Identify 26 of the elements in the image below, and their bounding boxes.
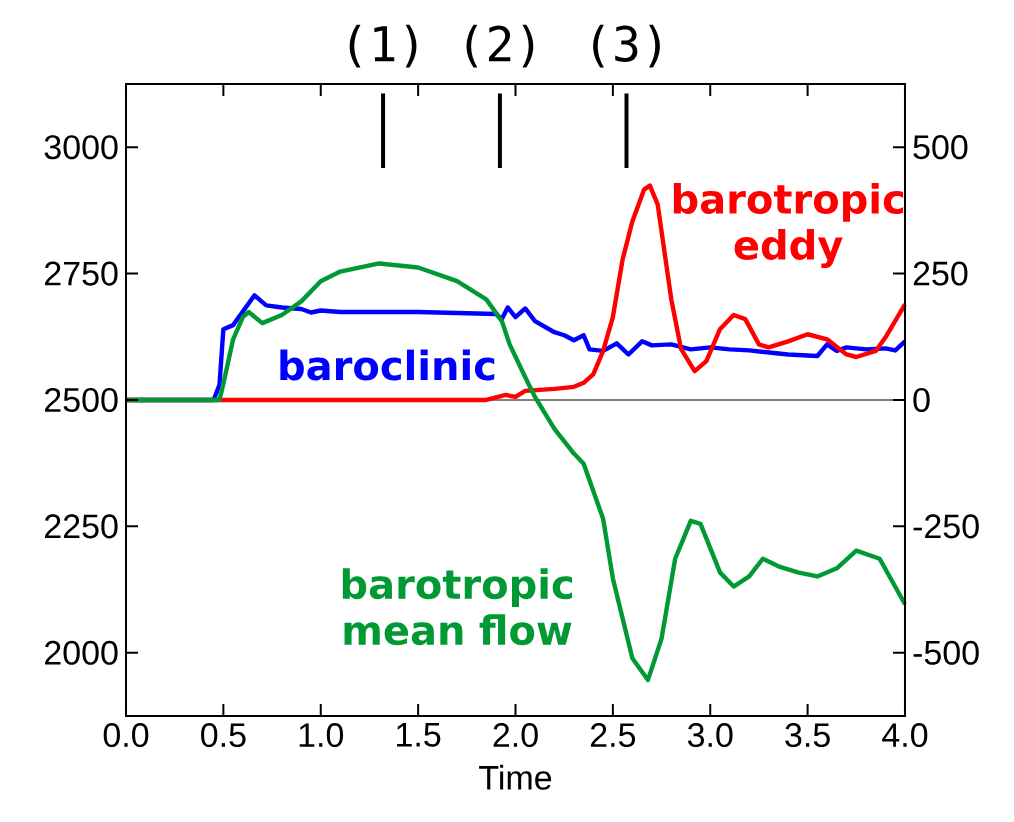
y2-tick-label: -500 [913, 640, 979, 665]
x-tick-label: 3.0 [687, 723, 733, 748]
x-tick-label: 1.5 [397, 723, 441, 747]
x-tick-label: 2.5 [590, 723, 636, 748]
y-tick-label: 2500 [45, 387, 118, 413]
x-tick-label: 1.0 [299, 723, 344, 748]
y-tick-label: 3000 [44, 135, 118, 160]
ref-line-label: (2) [466, 24, 534, 68]
y2-tick-label: 0 [913, 387, 930, 413]
series-label: barotropic eddy [673, 183, 904, 269]
y2-tick-label: 500 [913, 135, 968, 160]
x-tick-label: 0.0 [103, 723, 149, 748]
ref-line-label: (1) [349, 24, 417, 68]
x-tick-label: 2.0 [493, 723, 538, 748]
series-label: baroclinic [280, 349, 495, 381]
y2-tick-label: -250 [913, 514, 979, 539]
series-label: barotropic mean flow [342, 568, 572, 646]
y-tick-label: 2750 [45, 261, 118, 286]
y-tick-label: 2000 [45, 640, 118, 665]
x-tick-label: 0.5 [201, 723, 246, 748]
x-tick-label: 4.0 [882, 723, 928, 748]
ref-line-label: (3) [593, 24, 660, 68]
y2-tick-label: 250 [913, 261, 968, 286]
y-tick-label: 2250 [45, 514, 118, 539]
x-tick-label: 3.5 [785, 723, 830, 748]
x-axis-title: Time [479, 764, 552, 790]
